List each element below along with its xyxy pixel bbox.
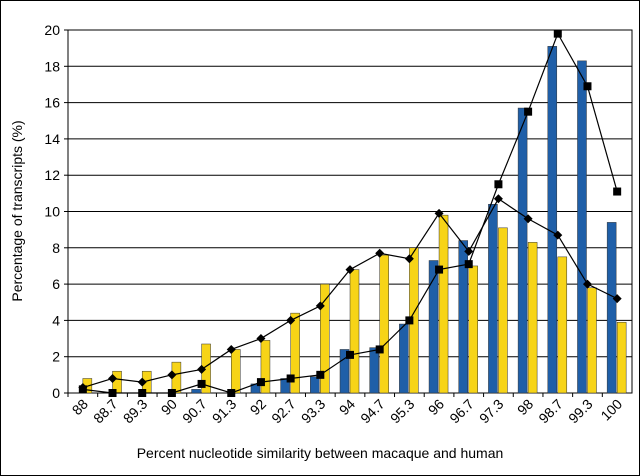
y-tick-label: 10 [44,204,60,220]
bar [290,312,300,394]
bar [527,242,538,394]
bar [399,323,409,394]
bar [587,287,597,394]
marker [167,370,177,380]
marker [524,107,533,116]
marker [494,180,503,189]
marker [256,334,266,344]
marker [286,374,295,383]
bar [468,265,478,394]
marker [197,379,206,388]
bar [231,349,241,394]
bar [369,347,379,394]
bar [458,240,468,394]
marker [612,294,622,304]
marker [493,194,503,204]
bar [488,203,498,394]
bar [616,321,627,394]
bar [438,214,449,394]
marker [78,383,88,393]
bar [557,256,568,394]
marker [227,389,236,397]
marker [434,208,444,218]
bar [280,378,290,394]
marker [375,248,385,258]
bar [379,254,389,394]
y-tick-label: 0 [52,385,60,401]
marker [582,279,592,289]
bar [606,222,617,394]
y-tick-label: 18 [44,58,60,74]
marker [256,378,265,387]
bar [339,349,350,394]
marker [197,364,207,374]
marker [108,373,118,383]
marker [523,214,533,224]
marker [167,389,176,397]
marker [375,345,384,354]
y-tick-label: 20 [44,22,60,38]
marker [108,389,117,397]
y-tick-label: 6 [52,276,60,292]
bar [310,376,320,394]
bar [428,260,439,394]
marker [435,265,444,274]
x-axis-title: Percent nucleotide similarity between ma… [137,445,504,461]
marker [553,230,563,240]
y-tick-label: 4 [52,312,60,328]
y-tick-label: 12 [44,167,60,183]
y-tick-label: 16 [44,95,60,111]
bar [320,283,330,394]
marker [553,29,562,38]
bar [517,107,528,394]
marker [137,377,147,387]
y-tick-label: 2 [52,349,60,365]
marker [138,389,147,397]
y-tick-label: 14 [44,131,60,147]
marker [316,370,325,379]
marker [404,254,414,264]
marker [286,315,296,325]
bar [349,269,360,394]
marker [405,316,414,325]
marker [583,82,592,91]
y-tick-label: 8 [52,240,60,256]
marker [315,301,325,311]
marker [464,260,473,269]
marker [226,344,236,354]
bar [191,389,201,394]
bar [260,340,271,394]
marker [613,187,622,196]
marker [346,350,354,359]
bar [547,46,558,394]
bar [577,60,587,394]
marker [464,246,474,256]
marker [345,265,355,275]
bar [498,227,508,394]
y-axis-title: Percentage of transcripts (%) [9,120,25,301]
